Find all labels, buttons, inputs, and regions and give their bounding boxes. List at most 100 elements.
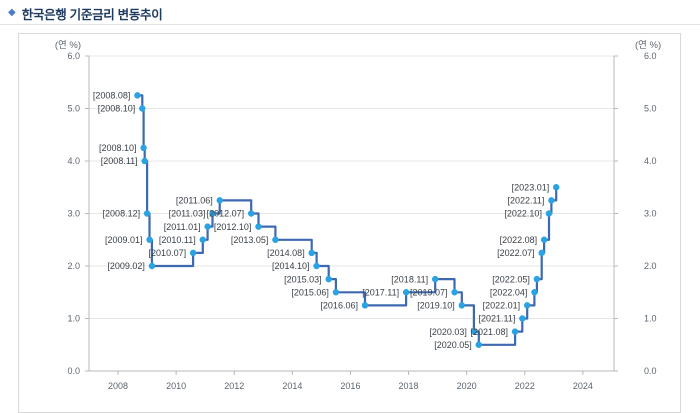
point-label: [2009.02]	[107, 261, 145, 271]
data-point	[325, 275, 332, 283]
y-tick-label-right: 6.0	[644, 51, 657, 61]
y-tick-label-left: 6.0	[67, 51, 80, 61]
data-point	[545, 210, 553, 217]
data-point	[204, 223, 211, 230]
y-tick-label-right: 1.0	[644, 314, 657, 324]
point-label: [2014.08]	[267, 248, 305, 258]
data-point	[511, 328, 519, 335]
page-header: ◆ 한국은행 기준금리 변동추이	[8, 3, 163, 23]
data-point	[538, 249, 545, 257]
point-label: [2011.06]	[176, 196, 213, 206]
data-point	[255, 223, 262, 230]
data-point	[332, 289, 340, 296]
data-point	[470, 328, 478, 335]
y-tick-label-right: 2.0	[644, 261, 657, 271]
data-point	[361, 302, 369, 309]
x-tick-label: 2018	[399, 381, 419, 391]
point-label: [2019.10]	[417, 301, 455, 311]
y-tick-label-left: 4.0	[67, 156, 80, 166]
point-label: [2008.10]	[99, 143, 137, 153]
x-tick-label: 2016	[340, 381, 360, 391]
data-point	[451, 289, 458, 296]
x-tick-label: 2024	[573, 381, 593, 391]
point-label: [2022.08]	[500, 235, 538, 245]
data-point	[308, 249, 315, 257]
point-label: [2010.07]	[149, 248, 187, 258]
point-label: [2021.11]	[478, 314, 515, 324]
data-point	[134, 92, 141, 99]
data-point	[146, 236, 153, 243]
data-point	[548, 197, 555, 204]
point-label: [2012.07]	[207, 209, 245, 219]
x-tick-label: 2010	[166, 381, 186, 391]
point-label: [2016.06]	[320, 301, 358, 311]
point-label: [2022.05]	[492, 274, 530, 284]
x-tick-label: 2008	[108, 381, 128, 391]
point-label: [2011.03]	[169, 209, 206, 219]
data-point	[540, 236, 548, 243]
diamond-bullet-icon: ◆	[8, 7, 16, 18]
y-tick-label-left: 5.0	[67, 104, 80, 114]
x-tick-label: 2014	[282, 381, 302, 391]
y-tick-label-left: 2.0	[67, 261, 80, 271]
point-label: [2017.11]	[362, 287, 399, 297]
x-tick-label: 2012	[224, 381, 244, 391]
point-label: [2008.08]	[93, 91, 131, 101]
data-point	[531, 289, 538, 296]
y-tick-label-right: 0.0	[644, 366, 657, 376]
page-title: 한국은행 기준금리 변동추이	[21, 7, 163, 22]
data-point	[143, 210, 151, 217]
point-label: [2022.01]	[483, 301, 521, 311]
point-label: [2009.01]	[105, 235, 143, 245]
point-label: [2020.05]	[434, 340, 472, 350]
point-label: [2008.11]	[101, 156, 138, 166]
data-point	[148, 262, 156, 270]
data-point	[247, 210, 255, 217]
y-tick-label-right: 3.0	[644, 209, 657, 219]
point-label: [2022.11]	[508, 196, 545, 206]
header-divider	[0, 24, 700, 25]
point-label: [2019.07]	[410, 287, 448, 297]
y-tick-label-right: 5.0	[644, 104, 657, 114]
data-point	[141, 157, 148, 165]
point-label: [2021.08]	[471, 327, 509, 337]
point-label: [2023.01]	[512, 182, 550, 192]
point-label: [2015.06]	[291, 287, 329, 297]
point-label: [2013.05]	[231, 235, 269, 245]
data-point	[523, 302, 531, 309]
point-label: [2012.10]	[214, 222, 252, 232]
y-tick-label-left: 3.0	[67, 209, 80, 219]
point-label: [2011.01]	[164, 222, 201, 232]
point-label: [2010.11]	[159, 235, 196, 245]
point-label: [2008.12]	[103, 209, 141, 219]
data-point	[458, 302, 466, 309]
point-label: [2022.07]	[497, 248, 535, 258]
point-label: [2015.03]	[284, 274, 322, 284]
unit-label-left: (연 %)	[55, 40, 81, 51]
data-point	[209, 210, 216, 217]
data-point	[533, 275, 541, 283]
chart-panel: 0.0 0.0 1.0 1.0 2.0 2.0 3.0 3.0 4.0 4.0 5.0 5.0 6.0 6…	[18, 33, 681, 413]
data-point	[199, 236, 206, 243]
data-point	[402, 289, 410, 296]
data-point	[139, 105, 146, 112]
data-point	[475, 341, 482, 348]
data-point	[553, 184, 560, 191]
point-label: [2022.10]	[504, 209, 542, 219]
data-point	[189, 249, 197, 257]
data-point	[216, 197, 223, 204]
point-label: [2018.11]	[391, 274, 428, 284]
data-point	[519, 315, 526, 322]
point-label: [2020.03]	[429, 327, 467, 337]
data-point	[140, 144, 147, 152]
x-tick-label: 2022	[515, 381, 535, 391]
y-tick-label-right: 4.0	[644, 156, 657, 166]
y-tick-label-left: 1.0	[67, 314, 80, 324]
point-label: [2022.04]	[490, 287, 528, 297]
point-label: [2014.10]	[272, 261, 310, 271]
data-point	[313, 262, 320, 270]
unit-label-right: (연 %)	[635, 40, 661, 51]
data-point	[272, 236, 279, 243]
x-tick-label: 2020	[457, 381, 477, 391]
base-rate-step-chart: 0.0 0.0 1.0 1.0 2.0 2.0 3.0 3.0 4.0 4.0 5.0 5.0 6.0 6…	[55, 40, 661, 391]
